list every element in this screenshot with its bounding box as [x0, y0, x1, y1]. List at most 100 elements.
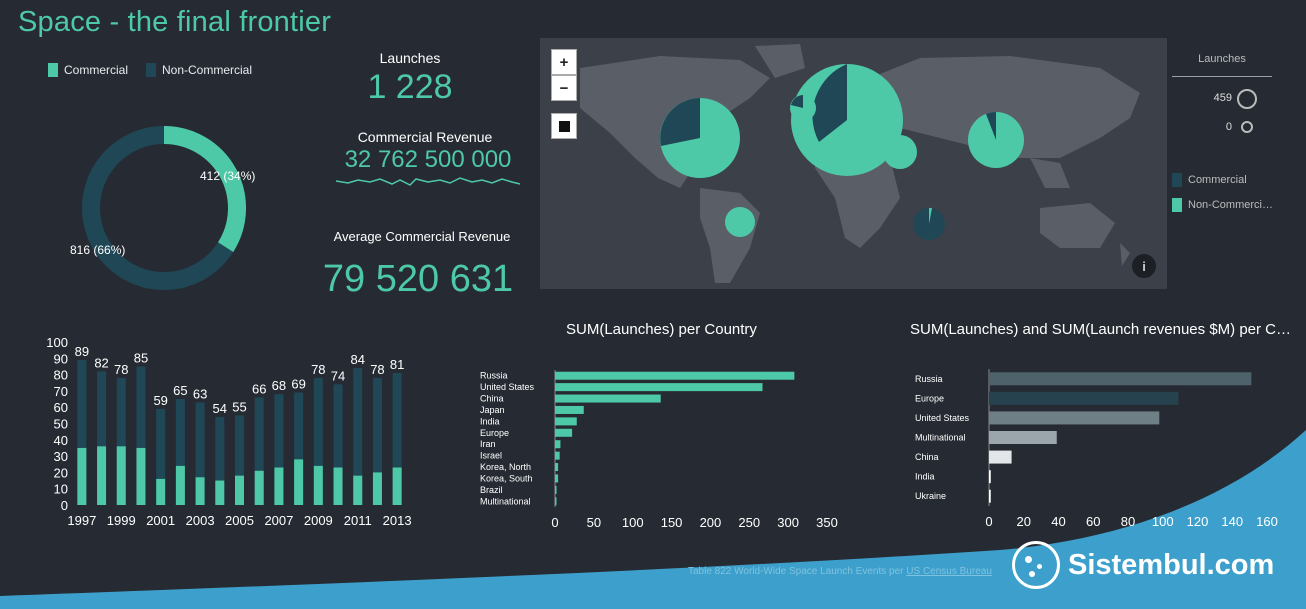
bar-non-commercial[interactable]: [77, 359, 87, 505]
map-pie-iran[interactable]: [845, 139, 871, 165]
x-tick-label: 40: [1051, 514, 1065, 529]
bar-non-commercial[interactable]: [175, 399, 185, 505]
bar[interactable]: [555, 440, 561, 449]
bar[interactable]: [555, 451, 560, 460]
bar-commercial[interactable]: [294, 459, 304, 505]
bar[interactable]: [989, 489, 991, 503]
bar-commercial[interactable]: [77, 447, 87, 505]
eurasia-shape: [810, 56, 1140, 158]
bar[interactable]: [555, 474, 559, 483]
y-tick-label: 30: [54, 449, 68, 464]
bar-total-label: 82: [94, 355, 108, 370]
x-tick-label: 20: [1017, 514, 1031, 529]
bar[interactable]: [989, 450, 1012, 464]
map-pie-india[interactable]: [883, 135, 917, 169]
bar-non-commercial[interactable]: [392, 372, 402, 505]
bar-non-commercial[interactable]: [116, 377, 126, 505]
bar[interactable]: [555, 485, 557, 494]
bar-non-commercial[interactable]: [97, 371, 107, 505]
bar[interactable]: [555, 428, 573, 437]
map-pie-usa[interactable]: [660, 98, 740, 178]
bar-commercial[interactable]: [392, 467, 402, 505]
bar-commercial[interactable]: [195, 477, 205, 505]
bar-commercial[interactable]: [116, 446, 126, 505]
bar-commercial[interactable]: [274, 467, 284, 505]
x-tick-label: 150: [661, 515, 683, 530]
bar-commercial[interactable]: [254, 470, 264, 505]
y-tick-label: 90: [54, 351, 68, 366]
bar-non-commercial[interactable]: [215, 416, 225, 505]
bar[interactable]: [555, 383, 763, 392]
bar-commercial[interactable]: [353, 475, 363, 505]
bar-non-commercial[interactable]: [372, 377, 382, 505]
bar[interactable]: [989, 431, 1057, 444]
bar-total-label: 89: [75, 344, 89, 359]
bar[interactable]: [555, 405, 584, 414]
category-label: Ukraine: [915, 491, 946, 501]
bar-commercial[interactable]: [372, 472, 382, 505]
bar-non-commercial[interactable]: [254, 397, 264, 505]
bar[interactable]: [989, 470, 991, 484]
bar-non-commercial[interactable]: [274, 394, 284, 505]
bar[interactable]: [555, 497, 557, 506]
legend-commercial-swatch: [48, 63, 58, 77]
bar-commercial[interactable]: [156, 478, 166, 505]
map-pie-china[interactable]: [968, 112, 1024, 168]
kpi-launches-value: 1 228: [367, 68, 453, 106]
x-tick-label: 1997: [67, 513, 96, 528]
map-legend-non-commercial[interactable]: Non-Commerci…: [1172, 198, 1273, 212]
bar-commercial[interactable]: [215, 480, 225, 505]
size-legend-max: 459: [1213, 92, 1232, 104]
bar-commercial[interactable]: [175, 465, 185, 505]
bar[interactable]: [989, 411, 1160, 425]
bar-commercial[interactable]: [136, 447, 146, 505]
bar-total-label: 84: [351, 352, 365, 367]
bar-commercial[interactable]: [313, 465, 323, 505]
map-pie-brazil[interactable]: [725, 207, 755, 237]
bar-non-commercial[interactable]: [333, 384, 343, 505]
bar-non-commercial[interactable]: [156, 408, 166, 505]
size-legend-min-circle: [1241, 121, 1253, 133]
map-legend-non-commercial-label: Non-Commerci…: [1188, 199, 1273, 211]
bar-total-label: 74: [331, 368, 345, 383]
bar-commercial[interactable]: [333, 467, 343, 505]
map-pie-russia[interactable]: [791, 64, 903, 176]
y-tick-label: 60: [54, 400, 68, 415]
x-tick-label: 140: [1221, 514, 1243, 529]
zoom-out-button[interactable]: −: [551, 75, 577, 101]
bar[interactable]: [555, 371, 795, 380]
category-label: United States: [480, 382, 535, 392]
map-select-button[interactable]: [551, 113, 577, 139]
legend-commercial[interactable]: Commercial: [48, 63, 128, 77]
category-label: Russia: [480, 371, 508, 381]
donut-commercial-arc[interactable]: [163, 126, 246, 252]
bar-commercial[interactable]: [235, 475, 244, 505]
bar[interactable]: [555, 394, 661, 403]
x-tick-label: 2009: [304, 513, 333, 528]
bar-non-commercial[interactable]: [195, 402, 205, 505]
info-icon[interactable]: i: [1132, 254, 1156, 278]
bar-non-commercial[interactable]: [136, 366, 146, 505]
legend-non-commercial-swatch: [146, 63, 156, 77]
zoom-in-button[interactable]: +: [551, 49, 577, 75]
bar[interactable]: [555, 417, 577, 426]
bar-non-commercial[interactable]: [294, 392, 304, 505]
source-link[interactable]: US Census Bureau: [906, 566, 992, 577]
x-tick-label: 80: [1121, 514, 1135, 529]
kpi-revenue-value: 32 762 500 000: [344, 146, 512, 173]
bar[interactable]: [989, 391, 1179, 405]
world-map[interactable]: + − i: [540, 38, 1167, 289]
map-pie-multinational[interactable]: [913, 207, 945, 240]
bar-non-commercial[interactable]: [313, 377, 323, 505]
x-tick-label: 50: [587, 515, 601, 530]
bar-commercial[interactable]: [97, 446, 107, 505]
bar[interactable]: [555, 463, 559, 472]
bar[interactable]: [989, 372, 1252, 386]
map-pie-europe[interactable]: [790, 95, 816, 121]
bar-non-commercial[interactable]: [353, 368, 363, 505]
legend-non-commercial[interactable]: Non-Commercial: [146, 63, 252, 77]
map-legend-commercial[interactable]: Commercial: [1172, 173, 1247, 187]
bar-non-commercial[interactable]: [235, 415, 244, 505]
